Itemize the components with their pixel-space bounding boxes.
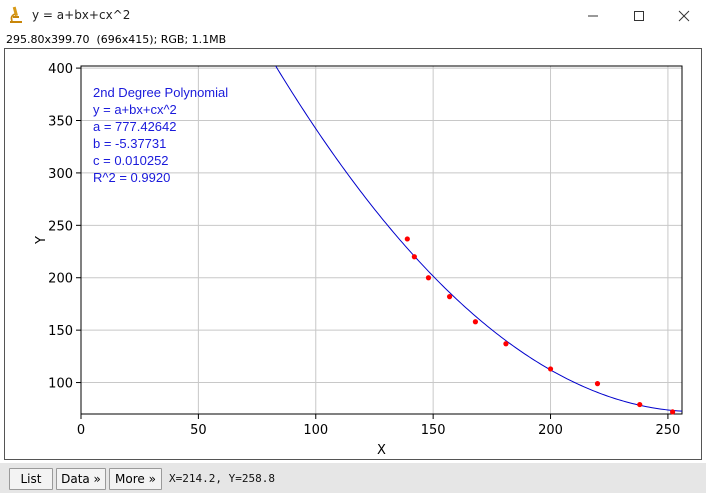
data-point xyxy=(547,366,554,372)
y-tick-label: 150 xyxy=(48,324,73,339)
data-point xyxy=(472,319,479,325)
cursor-coordinates: X=214.2, Y=258.8 xyxy=(169,472,275,485)
image-info-bar: 295.80x399.70 (696x415); RGB; 1.1MB xyxy=(0,32,706,48)
fit-legend-line: c = 0.010252 xyxy=(93,153,169,168)
close-icon xyxy=(678,10,690,22)
y-tick-label: 400 xyxy=(48,62,73,77)
maximize-button[interactable] xyxy=(616,0,662,32)
data-point xyxy=(594,381,601,387)
x-tick-label: 150 xyxy=(421,423,446,438)
window-title: y = a+bx+cx^2 xyxy=(32,8,131,22)
x-tick-label: 250 xyxy=(656,423,681,438)
data-point xyxy=(637,401,643,408)
fit-legend-line: R^2 = 0.9920 xyxy=(93,170,170,185)
y-tick-label: 300 xyxy=(48,167,73,182)
data-button[interactable]: Data » xyxy=(56,468,106,490)
y-tick-label: 200 xyxy=(48,272,73,287)
data-point xyxy=(446,294,453,300)
y-tick-label: 250 xyxy=(48,219,73,234)
data-point xyxy=(404,236,410,242)
data-point xyxy=(425,275,432,281)
data-point xyxy=(503,341,509,347)
x-tick-label: 200 xyxy=(538,423,563,438)
title-bar[interactable]: y = a+bx+cx^2 xyxy=(0,0,706,32)
fit-legend-line: b = -5.37731 xyxy=(93,136,166,151)
data-point xyxy=(411,254,417,260)
plot-canvas[interactable]: 0 50 100 150 200 250 100 150 200 250 300 350 400 X Y 2n… xyxy=(5,49,701,459)
close-button[interactable] xyxy=(661,0,706,32)
bottom-toolbar: List Data » More » X=214.2, Y=258.8 xyxy=(0,463,706,493)
x-tick-label: 100 xyxy=(303,423,328,438)
minimize-button[interactable] xyxy=(570,0,616,32)
plot-area-frame xyxy=(80,65,683,415)
fit-legend-line: 2nd Degree Polynomial xyxy=(93,85,228,100)
y-tick-label: 100 xyxy=(48,377,73,392)
x-tick-label: 50 xyxy=(190,423,207,438)
y-axis-label: Y xyxy=(34,236,49,245)
fit-curve xyxy=(275,66,682,412)
x-axis-label: X xyxy=(377,443,386,458)
x-tick-label: 0 xyxy=(77,423,85,438)
maximize-icon xyxy=(634,11,644,21)
fit-legend-line: y = a+bx+cx^2 xyxy=(93,102,177,117)
list-button[interactable]: List xyxy=(9,468,53,490)
fit-legend-line: a = 777.42642 xyxy=(93,119,177,134)
plot-panel[interactable]: 0 50 100 150 200 250 100 150 200 250 300 350 400 X Y 2n… xyxy=(4,48,702,460)
microscope-icon xyxy=(9,6,23,24)
more-button[interactable]: More » xyxy=(109,468,162,490)
y-tick-label: 350 xyxy=(48,115,73,130)
minimize-icon xyxy=(588,15,598,17)
data-point xyxy=(670,409,676,415)
image-info-text: 295.80x399.70 (696x415); RGB; 1.1MB xyxy=(6,33,227,46)
